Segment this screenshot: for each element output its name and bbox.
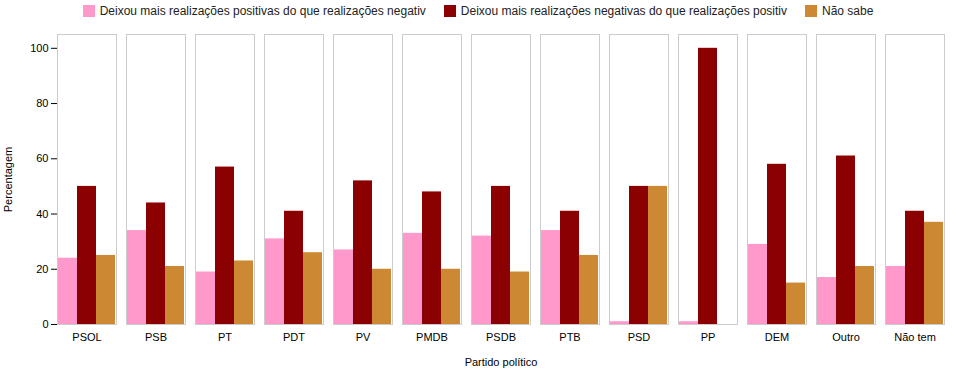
html-text:Deixou mais realizações positi: Deixou mais realizações positivas do que… [99,4,426,18]
svg-text:40: 40 [36,208,48,220]
svg-text:PTB: PTB [559,331,580,343]
svg-text:60: 60 [36,152,48,164]
svg-text:Outro: Outro [832,331,860,343]
svg-text:0: 0 [42,318,48,330]
svg-text:DEM: DEM [765,331,789,343]
svg-text:PT: PT [218,331,232,343]
svg-text:PV: PV [356,331,371,343]
svg-text:PSB: PSB [145,331,167,343]
svg-text:80: 80 [36,97,48,109]
svg-text:PMDB: PMDB [416,331,448,343]
html-text:Deixou mais realizações negati: Deixou mais realizações negativas do que… [460,4,787,18]
svg-text:PDT: PDT [283,331,305,343]
svg-text:PP: PP [701,331,716,343]
svg-text:100: 100 [30,42,48,54]
html-text:Não sabe: Não sabe [822,4,874,18]
svg-text:20: 20 [36,263,48,275]
svg-text:PSDB: PSDB [486,331,516,343]
svg-text:Partido político: Partido político [465,356,538,368]
svg-text:Percentagem: Percentagem [2,147,14,212]
svg-text:PSOL: PSOL [72,331,101,343]
svg-text:Não tem: Não tem [894,331,936,343]
svg-text:PSD: PSD [628,331,651,343]
